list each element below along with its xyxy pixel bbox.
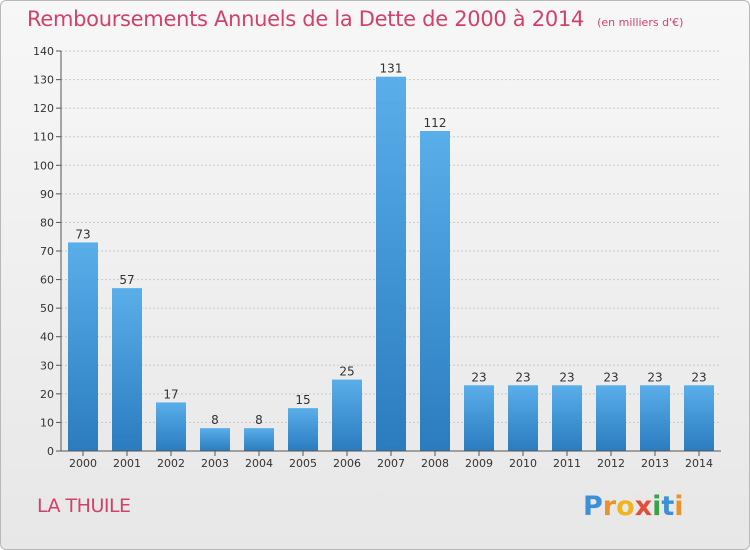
x-tick-label: 2000 (69, 457, 97, 470)
data-label: 73 (75, 227, 90, 241)
x-tick-label: 2005 (289, 457, 317, 470)
y-tick-label: 10 (40, 416, 54, 429)
data-label: 131 (380, 62, 403, 76)
x-tick-label: 2014 (685, 457, 713, 470)
y-tick-label: 140 (33, 45, 54, 58)
y-tick-label: 120 (33, 102, 54, 115)
data-label: 23 (603, 370, 618, 384)
x-tick-label: 2013 (641, 457, 669, 470)
x-tick-label: 2011 (553, 457, 581, 470)
y-tick-label: 30 (40, 359, 54, 372)
logo-letter: x (634, 491, 653, 522)
logo-letter: i (674, 491, 684, 522)
bar (244, 428, 274, 451)
x-tick-label: 2010 (509, 457, 537, 470)
y-tick-label: 130 (33, 74, 54, 87)
y-tick-label: 110 (33, 131, 54, 144)
logo-letter: P (583, 491, 603, 522)
commune-name: LA THUILE (37, 495, 131, 517)
bar (420, 131, 450, 451)
y-tick-label: 60 (40, 274, 54, 287)
data-label: 23 (515, 370, 530, 384)
data-label: 23 (559, 370, 574, 384)
bar (596, 385, 626, 451)
chart-unit: (en milliers d'€) (597, 16, 684, 29)
y-tick-label: 90 (40, 188, 54, 201)
bar (200, 428, 230, 451)
bar (684, 385, 714, 451)
x-tick-label: 2002 (157, 457, 185, 470)
x-tick-label: 2004 (245, 457, 273, 470)
data-label: 112 (424, 116, 447, 130)
chart-title: Remboursements Annuels de la Dette de 20… (27, 7, 584, 31)
logo-letter: r (602, 491, 617, 522)
bar (288, 408, 318, 451)
data-label: 17 (163, 387, 178, 401)
data-label: 8 (211, 413, 219, 427)
bar (112, 288, 142, 451)
y-tick-label: 50 (40, 302, 54, 315)
bar (156, 402, 186, 451)
x-tick-label: 2007 (377, 457, 405, 470)
data-label: 15 (295, 393, 310, 407)
chart-title-row: Remboursements Annuels de la Dette de 20… (27, 7, 683, 31)
x-tick-label: 2008 (421, 457, 449, 470)
bar (376, 76, 406, 451)
data-label: 23 (691, 370, 706, 384)
bar (332, 379, 362, 451)
y-tick-label: 80 (40, 216, 54, 229)
data-label: 25 (339, 365, 354, 379)
bar (464, 385, 494, 451)
bar (552, 385, 582, 451)
y-tick-label: 0 (47, 445, 54, 458)
y-tick-label: 40 (40, 331, 54, 344)
x-tick-label: 2006 (333, 457, 361, 470)
x-tick-label: 2001 (113, 457, 141, 470)
y-tick-label: 100 (33, 159, 54, 172)
x-tick-label: 2009 (465, 457, 493, 470)
data-label: 23 (647, 370, 662, 384)
bar (68, 242, 98, 451)
x-tick-label: 2003 (201, 457, 229, 470)
bar (508, 385, 538, 451)
y-tick-label: 70 (40, 245, 54, 258)
proxiti-logo: Proxiti (583, 491, 684, 522)
data-label: 57 (119, 273, 134, 287)
logo-letter: i (652, 491, 662, 522)
logo-letter: o (616, 491, 635, 522)
data-label: 23 (471, 370, 486, 384)
bar (640, 385, 670, 451)
y-tick-label: 20 (40, 388, 54, 401)
data-label: 8 (255, 413, 263, 427)
logo-letter: t (661, 491, 675, 522)
x-tick-label: 2012 (597, 457, 625, 470)
